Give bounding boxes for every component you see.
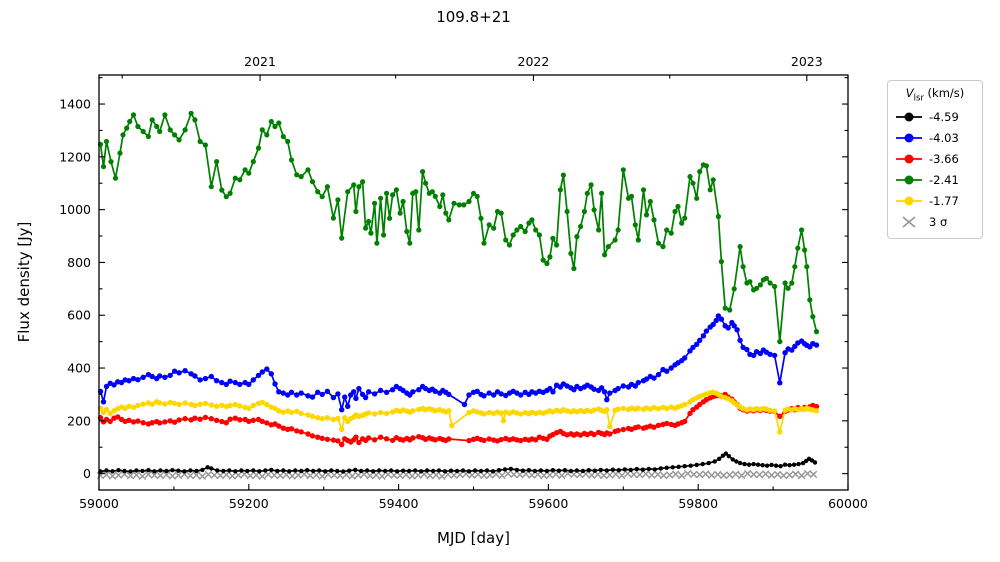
- series-markers--1.77: [97, 389, 820, 435]
- legend-entry--3.66: -3.66: [894, 148, 976, 169]
- legend-label: -4.03: [929, 130, 959, 145]
- series-markers--2.41: [97, 110, 820, 345]
- x-tick-label: 59800: [678, 496, 718, 511]
- year-tick-label: 2022: [518, 54, 550, 69]
- legend-entry--4.03: -4.03: [894, 127, 976, 148]
- y-tick-label: 600: [67, 308, 91, 323]
- x-tick-label: 59200: [229, 496, 269, 511]
- legend: Vlsr (km/s) -4.59 -4.03 -3.66 -2.41 -1.77 3 σ: [887, 80, 983, 240]
- legend-label: 3 σ: [929, 214, 948, 229]
- legend-label: -4.59: [929, 109, 959, 124]
- chart-title: 109.8+21: [436, 8, 511, 26]
- year-tick-label: 2023: [791, 54, 823, 69]
- y-tick-label: 1400: [59, 97, 91, 112]
- line-marker-icon: [896, 112, 922, 122]
- y-tick-label: 200: [67, 413, 91, 428]
- y-tick-label: 1200: [59, 149, 91, 164]
- series-markers-3 σ: [96, 469, 818, 480]
- y-tick-label: 0: [83, 466, 91, 481]
- line-marker-icon: [896, 175, 922, 185]
- line-marker-icon: [896, 133, 922, 143]
- legend-entry--4.59: -4.59: [894, 106, 976, 127]
- line-marker-icon: [896, 154, 922, 164]
- y-tick-label: 800: [67, 255, 91, 270]
- series-markers--3.66: [97, 391, 820, 448]
- legend-entry--2.41: -2.41: [894, 169, 976, 190]
- x-tick-label: 59400: [379, 496, 419, 511]
- x-axis-label: MJD [day]: [437, 529, 510, 547]
- legend-label: -2.41: [929, 172, 959, 187]
- legend-label: -1.77: [929, 193, 959, 208]
- x-tick-label: 59600: [529, 496, 569, 511]
- x-tick-label: 60000: [828, 496, 868, 511]
- legend-entry-3 σ: 3 σ: [894, 211, 976, 232]
- legend-rows: -4.59 -4.03 -3.66 -2.41 -1.77 3 σ: [894, 106, 976, 232]
- series-markers--4.59: [98, 451, 818, 474]
- x-tick-label: 59000: [79, 496, 119, 511]
- legend-entry--1.77: -1.77: [894, 190, 976, 211]
- y-tick-label: 1000: [59, 202, 91, 217]
- series-markers--4.03: [97, 313, 820, 413]
- line-marker-icon: [896, 196, 922, 206]
- year-tick-label: 2021: [244, 54, 276, 69]
- legend-label: -3.66: [929, 151, 959, 166]
- x-marker-icon: [902, 216, 916, 228]
- series-line--2.41: [99, 112, 818, 343]
- y-tick-label: 400: [67, 361, 91, 376]
- legend-title: Vlsr (km/s): [905, 86, 965, 104]
